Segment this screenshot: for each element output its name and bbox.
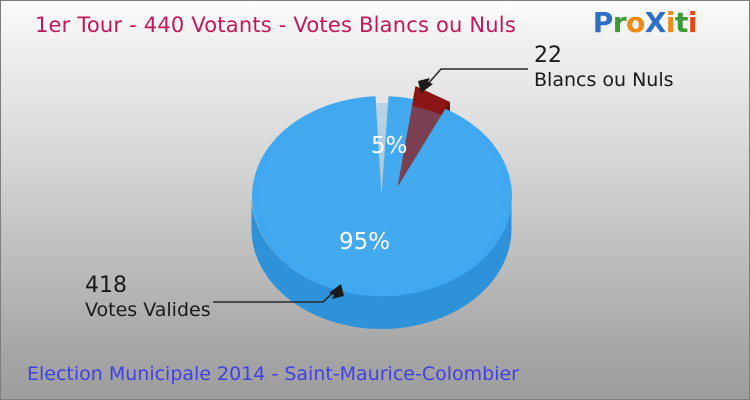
logo-letter-x: X — [644, 6, 667, 39]
callout-blancs-value: 22 — [534, 43, 562, 68]
leader-arrow-valides — [329, 284, 344, 299]
leader-line-valides — [213, 290, 336, 303]
callout-valides-value: 418 — [85, 273, 127, 298]
pie-slice-valides-top — [252, 96, 513, 297]
callout-valides-label: Votes Valides — [85, 299, 211, 322]
leader-line-blancs — [426, 68, 528, 86]
slice-percent-valides: 95% — [339, 229, 390, 255]
slice-percent-blancs: 5% — [371, 133, 408, 159]
chart-footer-caption: Election Municipale 2014 - Saint-Maurice… — [27, 363, 519, 385]
logo-letter-o: o — [626, 6, 645, 39]
leader-arrow-blancs — [418, 78, 433, 93]
proxiti-logo[interactable]: ProXiti — [592, 6, 698, 39]
pie-slice-blancs-top — [397, 86, 450, 187]
pie-slice-valides-side — [251, 196, 512, 329]
logo-letter-i-second: i — [687, 6, 698, 39]
logo-letter-p: P — [592, 6, 614, 39]
callout-votes-valides: 418 Votes Valides — [85, 273, 211, 323]
logo-letter-i-first: i — [665, 6, 676, 39]
callout-blancs-ou-nuls: 22 Blancs ou Nuls — [534, 43, 674, 93]
logo-letter-t: t — [675, 6, 688, 39]
pie-highlight — [259, 103, 504, 289]
page-title: 1er Tour - 440 Votants - Votes Blancs ou… — [35, 13, 516, 37]
logo-letter-r: r — [612, 6, 627, 39]
callout-blancs-label: Blancs ou Nuls — [534, 69, 674, 92]
